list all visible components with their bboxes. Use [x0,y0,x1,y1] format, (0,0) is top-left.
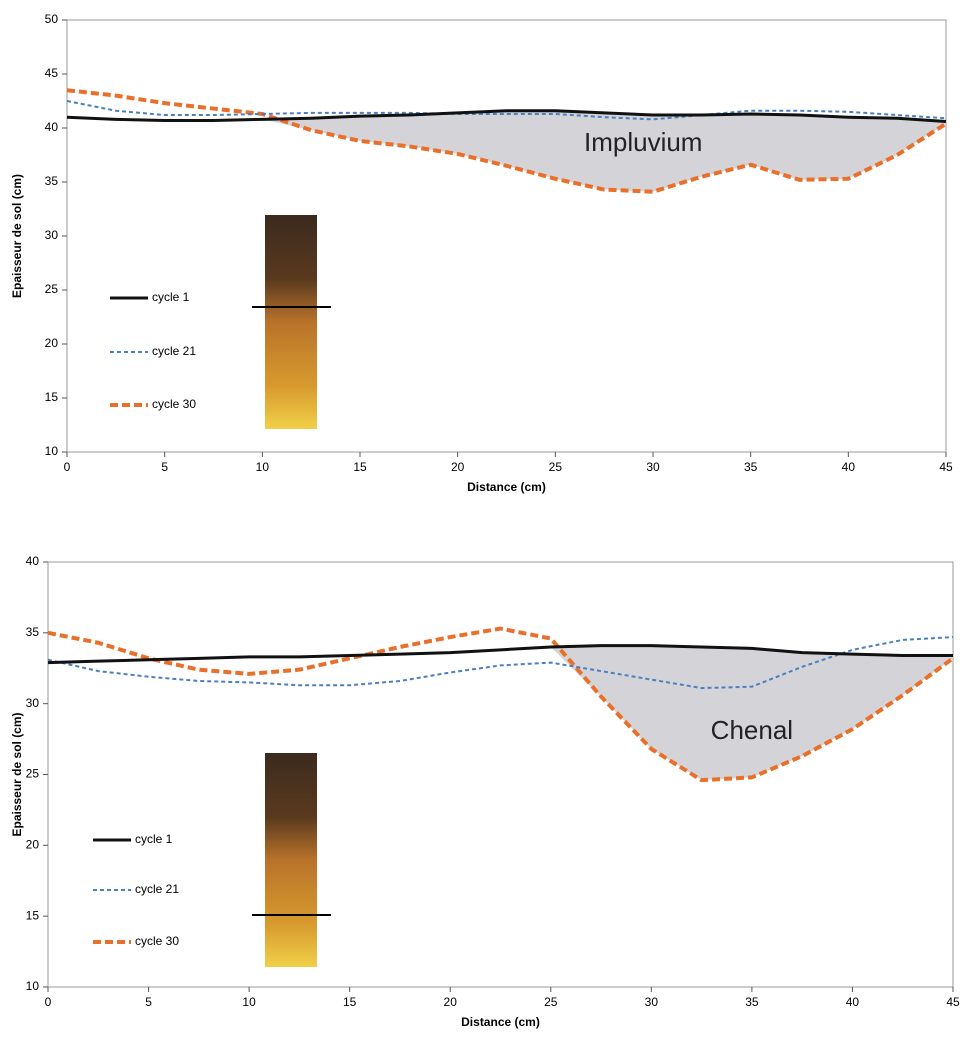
y-axis-title: Epaisseur de sol (cm) [10,712,24,836]
x-tick-label: 5 [161,460,168,474]
y-tick-label: 40 [45,120,59,134]
x-tick-label: 0 [64,460,71,474]
x-tick-label: 35 [744,460,758,474]
line [66,109,947,124]
x-tick-label: 20 [451,460,465,474]
y-tick-label: 30 [26,696,40,710]
line [47,644,953,665]
shaded-area [550,645,953,781]
y-tick-label: 40 [26,554,40,568]
x-tick-label: 20 [444,995,458,1009]
x-tick-label: 25 [544,995,558,1009]
y-tick-label: 25 [26,767,40,781]
y-tick-label: 20 [26,838,40,852]
annotation: Chenal [711,715,793,745]
x-tick-label: 10 [242,995,256,1009]
legend-label: cycle 30 [135,934,179,948]
photo-inset [265,753,317,967]
y-tick-label: 25 [45,282,59,296]
x-tick-label: 30 [646,460,660,474]
x-tick-label: 15 [353,460,367,474]
legend-label: cycle 21 [152,344,196,358]
y-tick-label: 10 [45,444,59,458]
x-axis-title: Distance (cm) [461,1015,540,1029]
plot-area [47,561,954,988]
x-tick-label: 0 [45,995,52,1009]
legend-label: cycle 1 [152,290,190,304]
y-tick-label: 15 [45,390,59,404]
plot-area [66,19,947,453]
x-axis-title: Distance (cm) [467,480,546,494]
x-tick-label: 15 [343,995,357,1009]
x-tick-label: 35 [745,995,759,1009]
line [47,636,954,690]
x-tick-label: 45 [946,995,960,1009]
y-tick-label: 10 [26,979,40,993]
photo-inset [265,215,317,429]
line [66,100,947,121]
y-tick-label: 30 [45,228,59,242]
x-tick-label: 40 [842,460,856,474]
y-tick-label: 35 [26,625,40,639]
legend-label: cycle 21 [135,882,179,896]
line [47,626,955,783]
y-tick-label: 15 [26,908,40,922]
y-tick-label: 45 [45,66,59,80]
x-tick-label: 30 [645,995,659,1009]
y-tick-label: 20 [45,336,59,350]
y-axis-title: Epaisseur de sol (cm) [10,174,24,298]
y-tick-label: 35 [45,174,59,188]
y-tick-label: 50 [45,12,59,26]
annotation: Impluvium [584,127,702,157]
x-tick-label: 5 [145,995,152,1009]
x-tick-label: 40 [846,995,860,1009]
x-tick-label: 45 [939,460,953,474]
x-tick-label: 25 [549,460,563,474]
legend-label: cycle 1 [135,832,173,846]
x-tick-label: 10 [256,460,270,474]
line [66,88,948,194]
legend-label: cycle 30 [152,397,196,411]
